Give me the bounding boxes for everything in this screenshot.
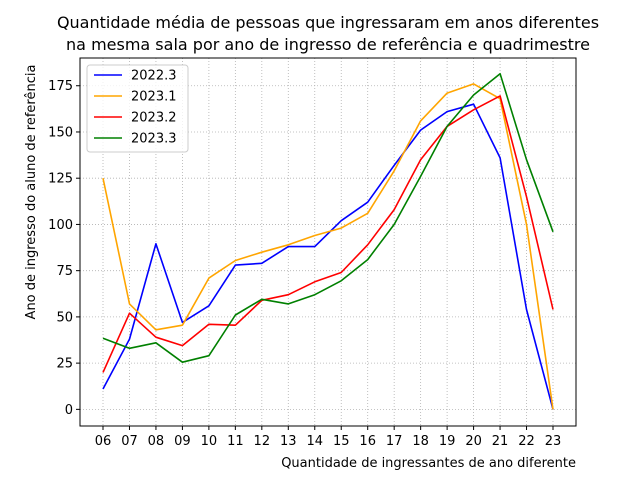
y-tick-label: 150 [48,125,73,140]
x-axis-ticks: 06 07 08 09 10 11 12 13 14 15 16 17 18 19 20 21 22 23 [95,426,562,449]
x-tick-label: 07 [121,434,138,449]
x-tick-label: 23 [545,434,562,449]
x-tick-label: 09 [174,434,191,449]
chart-title-line-2: na mesma sala por ano de ingresso de ref… [66,35,590,54]
x-tick-label: 06 [95,434,112,449]
y-axis-ticks: 0 25 50 75 100 125 150 175 [48,79,80,418]
x-tick-label: 13 [280,434,297,449]
grid [80,58,576,426]
series-line-2023.2 [102,95,554,373]
x-tick-label: 10 [201,434,218,449]
x-tick-label: 20 [465,434,482,449]
y-tick-label: 25 [56,357,73,372]
y-tick-label: 50 [56,310,73,325]
x-tick-label: 15 [333,434,350,449]
plot-frame [79,57,577,427]
y-tick-label: 125 [48,172,73,187]
series-line-2022.3 [102,103,554,410]
y-tick-label: 175 [48,79,73,94]
x-tick-label: 18 [412,434,429,449]
x-axis-label: Quantidade de ingressantes de ano difere… [281,456,576,471]
legend-label-2023.2: 2023.2 [131,111,177,126]
x-tick-label: 14 [306,434,323,449]
legend-label-2023.1: 2023.1 [131,90,177,105]
legend: 2022.3 2023.1 2023.2 2023.3 [86,64,189,153]
y-tick-label: 0 [65,403,73,418]
x-tick-label: 16 [359,434,376,449]
y-tick-label: 75 [56,264,73,279]
legend-label-2022.3: 2022.3 [131,69,177,84]
legend-box [86,64,189,153]
x-tick-label: 11 [227,434,244,449]
series-lines [102,72,554,410]
x-tick-label: 22 [518,434,535,449]
y-tick-label: 100 [48,218,73,233]
legend-label-2023.3: 2023.3 [131,132,177,147]
x-tick-label: 17 [386,434,403,449]
x-tick-label: 21 [492,434,509,449]
chart-title-line-1: Quantidade média de pessoas que ingressa… [57,13,599,32]
x-tick-label: 12 [254,434,271,449]
x-tick-label: 19 [439,434,456,449]
series-line-2023.3 [102,72,554,364]
x-tick-label: 08 [148,434,165,449]
y-axis-label: Ano de ingresso do aluno de referência [24,65,39,320]
series-line-2023.1 [102,83,554,410]
